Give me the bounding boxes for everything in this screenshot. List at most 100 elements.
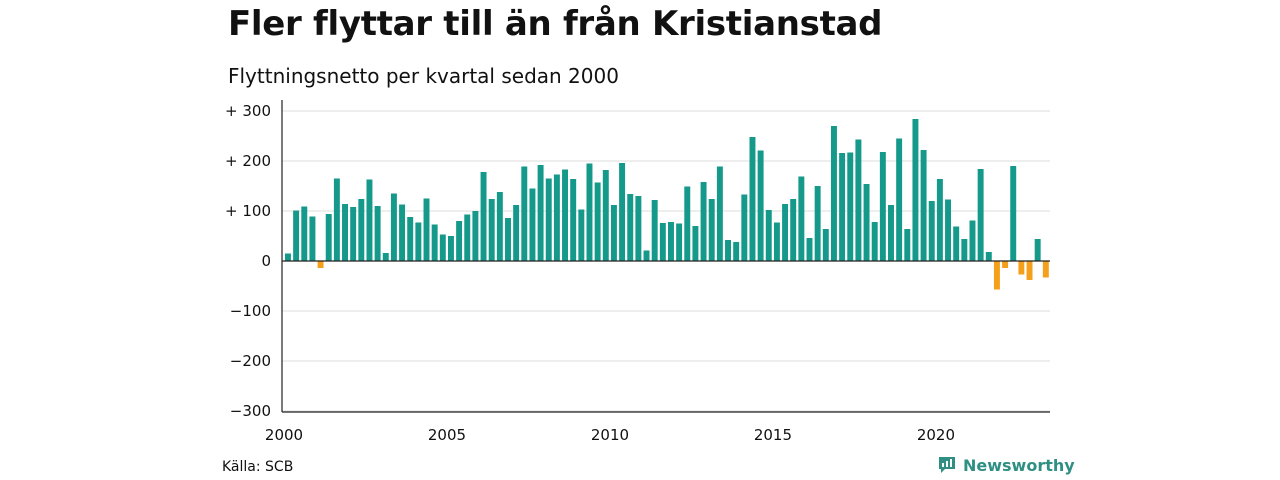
bar bbox=[635, 196, 642, 261]
bar bbox=[708, 199, 715, 261]
bar bbox=[993, 261, 1000, 290]
bar bbox=[447, 236, 454, 261]
bar bbox=[537, 165, 544, 261]
y-tick-label: + 200 bbox=[225, 152, 271, 170]
bar bbox=[529, 188, 536, 261]
bar bbox=[871, 222, 878, 261]
bar bbox=[285, 253, 291, 261]
bar bbox=[700, 182, 707, 261]
y-axis-labels: + 300 + 200 + 100 0 −100 −200 −300 bbox=[225, 102, 271, 420]
bar bbox=[830, 126, 837, 261]
bar bbox=[879, 152, 886, 261]
x-tick-label: 2000 bbox=[265, 426, 303, 444]
bar bbox=[725, 240, 731, 261]
bar bbox=[1010, 166, 1017, 261]
bar bbox=[423, 198, 430, 261]
bar bbox=[390, 193, 397, 261]
bar bbox=[782, 204, 789, 261]
bar bbox=[888, 205, 894, 261]
bar bbox=[496, 192, 503, 261]
bar bbox=[382, 253, 389, 261]
bar bbox=[366, 179, 373, 261]
bar bbox=[570, 179, 577, 261]
bar bbox=[1042, 261, 1049, 278]
bar bbox=[659, 223, 666, 261]
bar bbox=[741, 194, 748, 261]
bar bbox=[904, 229, 911, 261]
bar bbox=[643, 250, 650, 261]
bar bbox=[928, 201, 935, 261]
bar bbox=[765, 210, 772, 261]
bar bbox=[342, 204, 348, 261]
bar bbox=[374, 206, 381, 261]
y-tick-label: + 300 bbox=[225, 102, 271, 120]
chart-subtitle: Flyttningsnetto per kvartal sedan 2000 bbox=[228, 64, 619, 88]
x-tick-label: 2005 bbox=[428, 426, 466, 444]
bar bbox=[350, 207, 357, 261]
bar bbox=[399, 204, 406, 261]
bar bbox=[513, 205, 520, 261]
bar bbox=[610, 205, 617, 261]
bar bbox=[896, 138, 903, 261]
bar bbox=[684, 186, 691, 261]
bar bbox=[985, 252, 992, 261]
bar bbox=[969, 220, 976, 261]
bar bbox=[749, 137, 756, 261]
bar bbox=[920, 150, 927, 261]
bar bbox=[594, 182, 601, 261]
bar bbox=[961, 239, 968, 261]
bar bbox=[472, 211, 479, 261]
bar bbox=[553, 174, 560, 261]
bar bbox=[619, 163, 626, 261]
bar bbox=[456, 221, 463, 261]
y-tick-label: −100 bbox=[230, 302, 271, 320]
chart-title: Fler flyttar till än från Kristianstad bbox=[228, 4, 883, 44]
bar bbox=[863, 184, 870, 261]
bars bbox=[285, 119, 1049, 290]
bar bbox=[757, 150, 764, 261]
bar bbox=[431, 224, 438, 261]
bar bbox=[790, 199, 797, 261]
x-axis-labels: 2000 2005 2010 2015 2020 bbox=[265, 426, 955, 444]
bar bbox=[733, 242, 740, 261]
brand-logo: Newsworthy bbox=[937, 455, 1075, 475]
bar bbox=[1018, 261, 1025, 275]
bar bbox=[1002, 261, 1009, 268]
bar bbox=[309, 216, 316, 261]
bar bbox=[668, 222, 674, 261]
bar bbox=[439, 234, 446, 261]
bar bbox=[945, 199, 952, 261]
bar bbox=[1034, 239, 1041, 261]
bar bbox=[317, 261, 324, 268]
newsworthy-logo-icon bbox=[939, 457, 955, 473]
bar bbox=[855, 139, 862, 261]
bar bbox=[293, 210, 300, 261]
bar bbox=[814, 186, 821, 261]
bar bbox=[407, 217, 414, 261]
bar bbox=[773, 222, 780, 261]
x-tick-label: 2020 bbox=[917, 426, 955, 444]
bar bbox=[464, 214, 471, 261]
bar bbox=[488, 199, 495, 261]
bar bbox=[301, 206, 308, 261]
bar bbox=[676, 223, 683, 261]
x-tick-label: 2010 bbox=[591, 426, 629, 444]
bar bbox=[562, 169, 569, 261]
bar bbox=[505, 218, 511, 261]
bar bbox=[1026, 261, 1033, 280]
bar bbox=[912, 119, 919, 261]
y-tick-label: −300 bbox=[230, 402, 271, 420]
bar bbox=[953, 226, 960, 261]
bar bbox=[977, 169, 984, 261]
y-tick-label: −200 bbox=[230, 352, 271, 370]
x-tick-label: 2015 bbox=[754, 426, 792, 444]
bar bbox=[798, 176, 805, 261]
bar bbox=[415, 222, 422, 261]
bar bbox=[325, 214, 332, 261]
bar bbox=[839, 153, 846, 261]
bar bbox=[578, 209, 585, 261]
bar bbox=[651, 200, 658, 261]
bar-chart: + 300 + 200 + 100 0 −100 −200 −300 2000 2005 201… bbox=[225, 100, 1050, 444]
brand-name: Newsworthy bbox=[963, 455, 1075, 475]
bar bbox=[480, 172, 487, 261]
